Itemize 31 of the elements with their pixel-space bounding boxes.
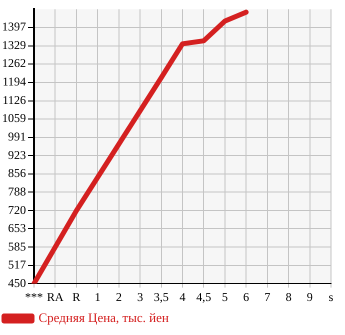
x-tick-label: 4,5 — [196, 290, 212, 304]
x-tick-label: 7 — [264, 290, 270, 304]
y-tick-label: 1397 — [2, 20, 26, 34]
x-tick-label: s — [328, 290, 334, 304]
y-tick-label: 450 — [8, 276, 26, 290]
x-tick-label: 6 — [243, 290, 250, 304]
x-tick-label: 9 — [306, 290, 313, 304]
y-tick-label: 1126 — [2, 93, 26, 108]
y-tick-label: 585 — [8, 239, 26, 254]
y-tick-label: 1059 — [2, 111, 26, 126]
y-tick-label: 1262 — [2, 56, 26, 70]
y-tick-label: 653 — [8, 220, 26, 235]
y-tick-label: 923 — [8, 148, 26, 162]
x-tick-label: 4 — [180, 290, 186, 304]
x-tick-label: *** — [25, 290, 43, 304]
x-tick-label: 2 — [116, 290, 122, 304]
y-tick-label: 517 — [8, 258, 26, 272]
y-tick-label: 720 — [8, 202, 26, 217]
y-tick-label: 856 — [8, 166, 26, 180]
x-tick-label: R — [72, 290, 80, 304]
x-tick-label: 3 — [137, 290, 144, 304]
y-tick-label: 1194 — [2, 74, 26, 89]
legend-label: Средняя Цена, тыс. йен — [38, 310, 169, 325]
x-tick-label: 3,5 — [154, 290, 169, 304]
x-tick-label: 8 — [286, 290, 292, 304]
y-tick-label: 788 — [8, 184, 26, 198]
x-tick-label: RA — [46, 290, 64, 304]
y-tick-label: 1329 — [2, 38, 26, 52]
x-tick-label: 1 — [94, 290, 101, 304]
y-tick-label: 991 — [8, 130, 26, 144]
x-tick-label: 5 — [222, 290, 228, 304]
